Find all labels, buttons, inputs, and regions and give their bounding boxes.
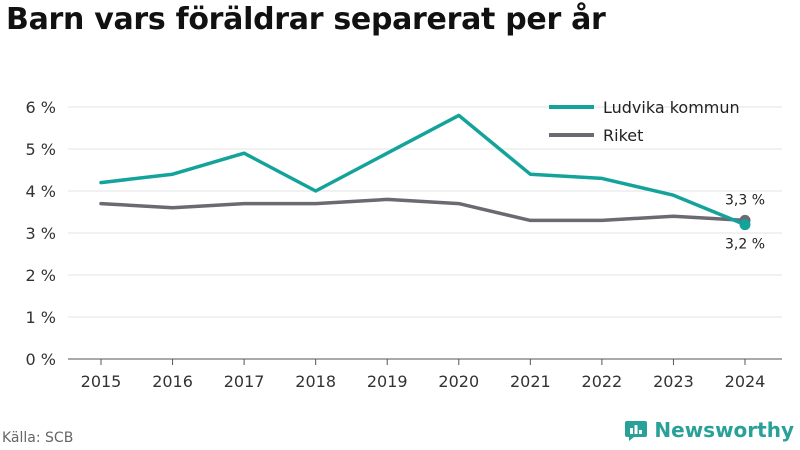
x-tick-label: 2015	[81, 372, 122, 391]
end-label-ludvika: 3,2 %	[725, 237, 765, 253]
y-tick-label: 3 %	[26, 224, 56, 243]
y-tick-label: 0 %	[26, 350, 56, 369]
y-tick-label: 4 %	[26, 182, 56, 201]
x-tick-label: 2021	[510, 372, 551, 391]
chart-title: Barn vars föräldrar separerat per år	[6, 2, 606, 37]
x-tick-label: 2019	[367, 372, 408, 391]
series-lines	[99, 113, 751, 231]
legend: Ludvika kommun Riket	[549, 98, 740, 145]
grid-lines	[68, 106, 782, 360]
x-axis: 2015 2016 2017 2018 2019 2020 2021 2022 2023 2024	[81, 359, 766, 391]
series-line-ludvika	[99, 113, 747, 227]
x-tick-label: 2016	[152, 372, 193, 391]
y-tick-label: 6 %	[26, 98, 56, 117]
x-tick-label: 2017	[224, 372, 265, 391]
y-tick-label: 1 %	[26, 308, 56, 327]
legend-label-riket: Riket	[603, 126, 643, 145]
brand-name: Newsworthy	[654, 418, 794, 442]
x-tick-label: 2023	[653, 372, 694, 391]
x-tick-label: 2018	[295, 372, 336, 391]
y-axis: 0 % 1 % 2 % 3 % 4 % 5 % 6 %	[26, 98, 56, 369]
legend-label-ludvika: Ludvika kommun	[603, 98, 740, 117]
y-tick-label: 5 %	[26, 140, 56, 159]
x-tick-label: 2024	[725, 372, 766, 391]
end-point-ludvika	[739, 219, 751, 231]
series-line-riket	[99, 197, 747, 223]
newsworthy-logo-icon	[625, 421, 648, 441]
x-tick-label: 2020	[438, 372, 479, 391]
source-note: Källa: SCB	[2, 430, 74, 446]
end-label-riket: 3,3 %	[725, 192, 765, 208]
brand-logo: Newsworthy	[624, 418, 794, 442]
y-tick-label: 2 %	[26, 266, 56, 285]
end-labels: 3,3 % 3,2 %	[725, 192, 765, 252]
x-tick-label: 2022	[582, 372, 623, 391]
